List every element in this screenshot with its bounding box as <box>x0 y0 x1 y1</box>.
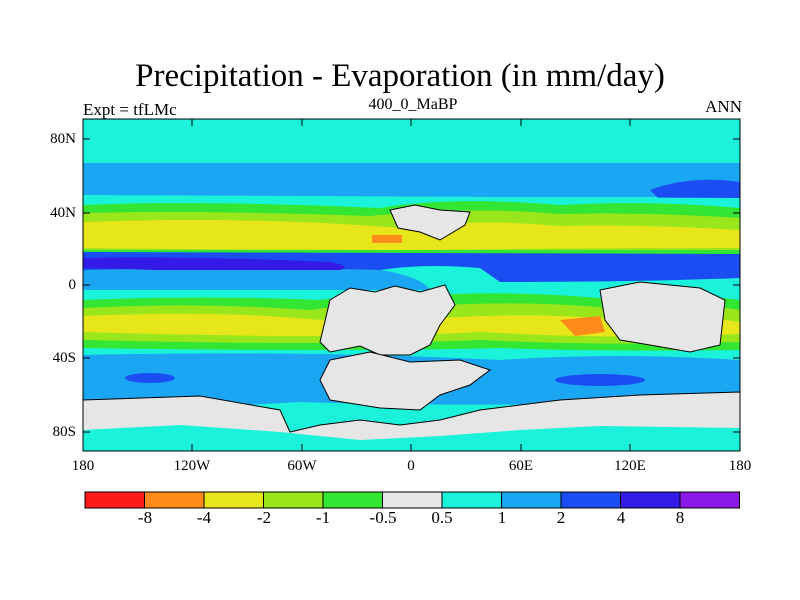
land-north <box>389 204 471 241</box>
field-layer <box>83 119 740 451</box>
colorbar <box>84 491 740 509</box>
y-tick-label-eq: 0 <box>68 277 77 293</box>
experiment-label: Expt = tfLMc <box>83 100 177 119</box>
colorbar-label: 2 <box>556 508 566 527</box>
x-tick-label-60e: 60E <box>508 458 534 474</box>
colorbar-label: -2 <box>256 508 272 527</box>
colorbar-box <box>144 491 205 509</box>
x-tick-label-180w: 180 <box>71 458 95 474</box>
colorbar-label: 4 <box>616 508 626 527</box>
field-nh-orange <box>372 235 402 243</box>
field-sh-deep-1 <box>125 373 175 383</box>
colorbar-box <box>203 491 264 509</box>
y-tick-label-80s: 80S <box>52 424 76 440</box>
field-nh-yellow <box>83 220 740 250</box>
land-gondwana-south <box>319 351 492 411</box>
y-tick-label-40s: 40S <box>52 350 76 366</box>
field-polar-cyan <box>83 425 740 451</box>
period-label: 400_0_MaBP <box>368 96 458 113</box>
field-nh-blue-band <box>83 163 740 197</box>
field-sh-deep-3 <box>555 374 645 386</box>
season-label: ANN <box>705 97 742 116</box>
y-tick-marks <box>83 138 740 433</box>
colorbar-label: 1 <box>497 508 507 527</box>
field-eq-blue <box>83 270 430 290</box>
y-tick-label-40n: 40N <box>50 205 76 221</box>
x-tick-label-0: 0 <box>407 458 415 474</box>
land-gondwana-east <box>599 281 726 353</box>
x-tick-marks <box>82 119 741 451</box>
land-gondwana-west <box>319 284 456 356</box>
colorbar-box <box>620 491 681 509</box>
colorbar-label: 8 <box>675 508 685 527</box>
x-tick-label-120w: 120W <box>173 458 211 474</box>
field-nh-deep-blue <box>650 179 740 203</box>
x-tick-label-120e: 120E <box>614 458 646 474</box>
colorbar-box <box>679 491 740 509</box>
colorbar-label: -1 <box>315 508 331 527</box>
colorbar-box <box>441 491 502 509</box>
field-itcz-east <box>480 264 740 282</box>
colorbar-label: -8 <box>137 508 153 527</box>
x-tick-label-60w: 60W <box>287 458 317 474</box>
colorbar-box <box>560 491 621 509</box>
colorbar-box <box>322 491 383 509</box>
colorbar-box <box>263 491 324 509</box>
colorbar-box <box>84 491 145 509</box>
map-title: Precipitation - Evaporation (in mm/day) <box>135 58 665 94</box>
x-tick-label-180e: 180 <box>728 458 752 474</box>
field-sh-orange-mid <box>560 316 605 336</box>
y-tick-label-80n: 80N <box>50 131 76 147</box>
field-itcz-core <box>83 257 345 272</box>
colorbar-box <box>382 491 443 509</box>
colorbar-box <box>501 491 562 509</box>
colorbar-label: -4 <box>196 508 212 527</box>
colorbar-label: 0.5 <box>431 508 453 527</box>
colorbar-label: -0.5 <box>369 508 397 527</box>
